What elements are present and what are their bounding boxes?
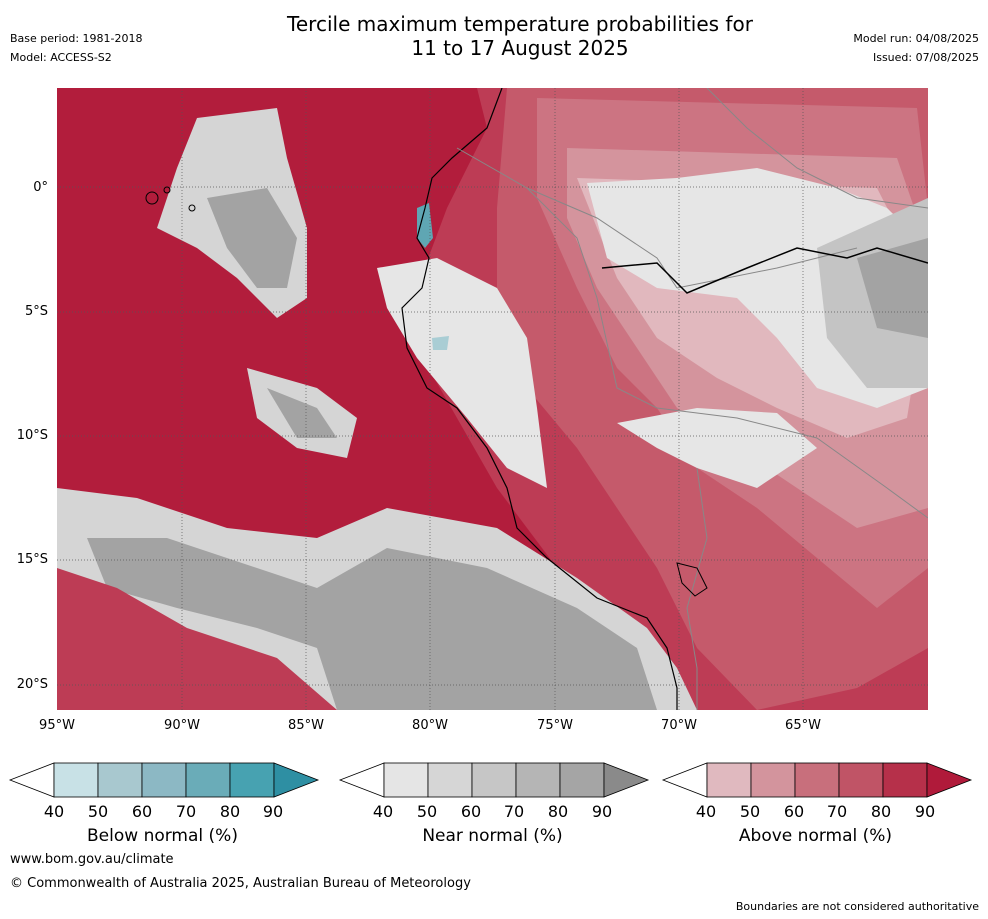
above-tick-80: 80 (870, 802, 892, 821)
above-tick-70: 70 (826, 802, 848, 821)
near-normal-label: Near normal (%) (422, 826, 563, 846)
above-colorbar-bin-1 (706, 762, 752, 798)
near-tick-90: 90 (591, 802, 613, 821)
galapagos-san-cristobal (188, 204, 196, 212)
galapagos-isabela (145, 191, 159, 205)
near-colorbar-bin-5 (559, 762, 605, 798)
lat-label-15s: 15°S (16, 552, 48, 567)
below-tick-50: 50 (87, 802, 109, 821)
below-tick-80: 80 (219, 802, 241, 821)
near-tick-60: 60 (460, 802, 482, 821)
region-coastal-blue (417, 203, 433, 248)
above-tick-40: 40 (695, 802, 717, 821)
lat-label-5s: 5°S (24, 304, 48, 319)
lat-label-10s: 10°S (16, 428, 48, 443)
footer-url: www.bom.gov.au/climate (10, 852, 174, 867)
above-colorbar-bin-4 (838, 762, 884, 798)
region-galapagos-dark (207, 188, 297, 288)
region-coastal-near (377, 258, 547, 488)
below-colorbar-high-triangle (273, 762, 320, 798)
below-tick-40: 40 (43, 802, 65, 821)
lat-label-20s: 20°S (16, 677, 48, 692)
country-borders (456, 88, 928, 710)
lon-label-80w: 80°W (412, 718, 448, 733)
above-colorbar-bin-2 (750, 762, 796, 798)
below-colorbar-bin-5 (229, 762, 275, 798)
below-tick-90: 90 (262, 802, 284, 821)
lat-label-0: 0° (33, 180, 48, 195)
region-south-near-dark (87, 538, 657, 710)
region-coastal-blue-small (432, 336, 449, 350)
probability-map (57, 88, 928, 710)
coastline (401, 88, 678, 710)
near-colorbar-low-triangle (338, 762, 385, 798)
above-tick-60: 60 (783, 802, 805, 821)
model-run: Model run: 04/08/2025 (853, 32, 979, 45)
title-line-2: 11 to 17 August 2025 (411, 36, 629, 60)
below-colorbar-low-triangle (8, 762, 55, 798)
issued-date: Issued: 07/08/2025 (872, 51, 979, 64)
lon-label-85w: 85°W (288, 718, 324, 733)
lake-titicaca (676, 562, 708, 597)
above-colorbar-high-triangle (926, 762, 973, 798)
above-tick-90: 90 (914, 802, 936, 821)
below-colorbar-bin-2 (97, 762, 143, 798)
lon-label-70w: 70°W (661, 718, 697, 733)
region-near-south-interior (617, 408, 817, 488)
colorbars (8, 762, 973, 798)
base-period: Base period: 1981-2018 (10, 32, 143, 45)
amazon-river (601, 247, 928, 294)
near-colorbar-high-triangle (603, 762, 650, 798)
galapagos-islands (145, 186, 196, 212)
above-colorbar-bin-5 (882, 762, 928, 798)
lon-label-65w: 65°W (785, 718, 821, 733)
near-colorbar-bin-4 (515, 762, 561, 798)
below-colorbar-bin-3 (141, 762, 187, 798)
below-tick-70: 70 (175, 802, 197, 821)
footer-copyright: © Commonwealth of Australia 2025, Austra… (10, 876, 471, 891)
region-south-red-band (57, 568, 337, 710)
below-colorbar-bin-4 (185, 762, 231, 798)
region-near-east-dark (857, 238, 928, 338)
model-name: Model: ACCESS-S2 (10, 51, 112, 64)
near-tick-70: 70 (503, 802, 525, 821)
near-tick-80: 80 (547, 802, 569, 821)
above-normal-label: Above normal (%) (738, 826, 893, 846)
near-tick-40: 40 (372, 802, 394, 821)
below-colorbar-bin-1 (53, 762, 99, 798)
above-colorbar-low-triangle (661, 762, 708, 798)
above-tick-50: 50 (739, 802, 761, 821)
near-colorbar-bin-1 (383, 762, 429, 798)
below-tick-60: 60 (131, 802, 153, 821)
footer-note: Boundaries are not considered authoritat… (735, 900, 979, 913)
near-tick-50: 50 (416, 802, 438, 821)
map-svg (57, 88, 928, 710)
graticule (57, 88, 928, 710)
lon-label-90w: 90°W (164, 718, 200, 733)
galapagos-santiago (163, 186, 171, 194)
near-colorbar-bin-2 (427, 762, 473, 798)
below-normal-label: Below normal (%) (87, 826, 238, 846)
near-colorbar-bin-3 (471, 762, 517, 798)
lon-label-95w: 95°W (39, 718, 75, 733)
above-colorbar-bin-3 (794, 762, 840, 798)
lon-label-75w: 75°W (537, 718, 573, 733)
region-central-blob-dark (267, 388, 337, 438)
map-title: Tercile maximum temperature probabilitie… (230, 12, 810, 60)
title-line-1: Tercile maximum temperature probabilitie… (287, 12, 753, 36)
